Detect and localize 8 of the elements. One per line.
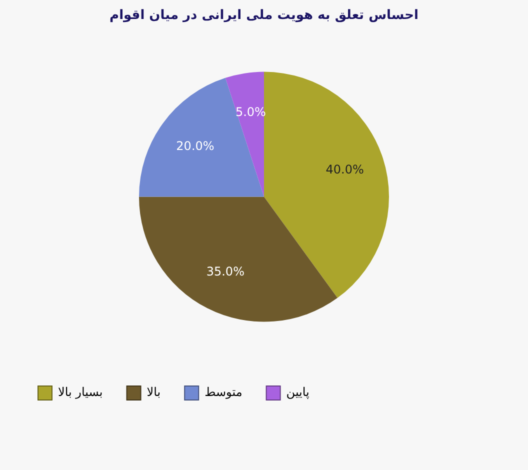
legend-label: بسیار بالا (58, 385, 103, 400)
legend-label: پایین (286, 385, 310, 400)
data-label: 35.0% (206, 264, 244, 279)
data-label: 40.0% (326, 162, 364, 177)
legend-label: بالا (146, 385, 161, 400)
legend-label: متوسط (204, 385, 242, 400)
data-label: 20.0% (176, 138, 214, 153)
chart-title: احساس تعلق به هویت ملی ایرانی در میان اقوام (110, 8, 418, 24)
